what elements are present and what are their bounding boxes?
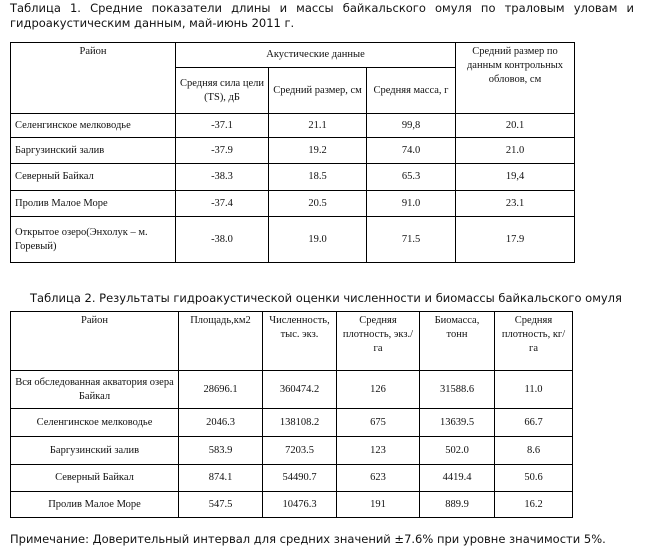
data-row: Открытое озеро(Энхолук – м. Горевый) -38.… — [10, 216, 575, 263]
cell: 7203.5 — [262, 436, 337, 465]
cell: 20.1 — [455, 113, 575, 138]
cell: 28696.1 — [178, 370, 263, 409]
cell: 502.0 — [419, 436, 495, 465]
cell: 138108.2 — [262, 408, 337, 437]
cell: 547.5 — [178, 491, 263, 518]
cell: 99,8 — [366, 113, 456, 138]
cell: -37.4 — [175, 190, 269, 217]
header-cell: Средняя плотность, кг/га — [494, 311, 573, 371]
data-row: Северный Байкал -38.3 18.5 65.3 19,4 — [10, 163, 575, 191]
cell: 16.2 — [494, 491, 573, 518]
header-cell: Биомасса, тонн — [419, 311, 495, 371]
cell: Открытое озеро(Энхолук – м. Горевый) — [10, 216, 176, 263]
cell: Баргузинский залив — [10, 436, 179, 465]
cell: 2046.3 — [178, 408, 263, 437]
cell: Баргузинский залив — [10, 137, 176, 164]
header-cell: Площадь,км2 — [178, 311, 263, 371]
cell: 123 — [336, 436, 420, 465]
cell: 19.0 — [268, 216, 367, 263]
cell: 10476.3 — [262, 491, 337, 518]
cell: Северный Байкал — [10, 464, 179, 492]
data-row: Северный Байкал 874.1 54490.7 623 4419.4 50.6 — [10, 464, 573, 492]
cell: Северный Байкал — [10, 163, 176, 191]
cell: 19,4 — [455, 163, 575, 191]
cell: 17.9 — [455, 216, 575, 263]
cell: 11.0 — [494, 370, 573, 409]
header-cell: Средняя плотность, экз./га — [336, 311, 420, 371]
data-row: Вся обследованная акватория озера Байкал… — [10, 370, 573, 409]
header-cell: Средняя масса, г — [366, 67, 456, 114]
data-row: Пролив Малое Море -37.4 20.5 91.0 23.1 — [10, 190, 575, 217]
cell: 191 — [336, 491, 420, 518]
cell: Пролив Малое Море — [10, 190, 176, 217]
table2: Район Площадь,км2 Численность, тыс. экз. Ср… — [10, 311, 573, 518]
cell: 74.0 — [366, 137, 456, 164]
cell: 889.9 — [419, 491, 495, 518]
cell: 874.1 — [178, 464, 263, 492]
cell: 13639.5 — [419, 408, 495, 437]
cell: 126 — [336, 370, 420, 409]
cell: 71.5 — [366, 216, 456, 263]
cell: 4419.4 — [419, 464, 495, 492]
cell: 18.5 — [268, 163, 367, 191]
header-cell: Средняя сила цели (TS), дБ — [175, 67, 269, 114]
header-cell: Средний размер, см — [268, 67, 367, 114]
data-row: Пролив Малое Море 547.5 10476.3 191 889.9 16.… — [10, 491, 573, 518]
header-cell: Средний размер по данным контрольных обл… — [455, 42, 575, 114]
header-cell: Район — [10, 311, 179, 371]
table2-caption: Таблица 2. Результаты гидроакустической … — [30, 291, 622, 305]
data-row: Баргузинский залив 583.9 7203.5 123 502.0 8.6 — [10, 436, 573, 465]
cell: Вся обследованная акватория озера Байкал — [10, 370, 179, 409]
cell: 21.1 — [268, 113, 367, 138]
header-row: Район Акустические данные Средний размер п… — [10, 42, 575, 114]
table1-caption: Таблица 1. Средние показатели длины и ма… — [10, 1, 634, 30]
data-row: Баргузинский залив -37.9 19.2 74.0 21.0 — [10, 137, 575, 164]
data-row: Селенгинское мелководье -37.1 21.1 99,8 20.1 — [10, 113, 575, 138]
cell: 66.7 — [494, 408, 573, 437]
cell: -38.0 — [175, 216, 269, 263]
header-row: Средняя сила цели (TS), дБ Средний размер… — [11, 67, 575, 114]
cell: 360474.2 — [262, 370, 337, 409]
header-row: Район Площадь,км2 Численность, тыс. экз. Ср… — [10, 311, 573, 371]
note: Примечание: Доверительный интервал для с… — [10, 532, 606, 546]
cell: -37.9 — [175, 137, 269, 164]
cell: 23.1 — [455, 190, 575, 217]
cell: 21.0 — [455, 137, 575, 164]
cell: 65.3 — [366, 163, 456, 191]
cell: 54490.7 — [262, 464, 337, 492]
header-cell: Район — [10, 42, 176, 114]
cell: 50.6 — [494, 464, 573, 492]
cell: Пролив Малое Море — [10, 491, 179, 518]
cell: 19.2 — [268, 137, 367, 164]
cell: -38.3 — [175, 163, 269, 191]
cell: Селенгинское мелководье — [10, 408, 179, 437]
cell: 8.6 — [494, 436, 573, 465]
cell: 583.9 — [178, 436, 263, 465]
group-header-cell: Акустические данные — [175, 42, 456, 68]
table1: Район Акустические данные Средний размер п… — [10, 42, 575, 263]
cell: 623 — [336, 464, 420, 492]
cell: -37.1 — [175, 113, 269, 138]
header-cell: Численность, тыс. экз. — [262, 311, 337, 371]
data-row: Селенгинское мелководье 2046.3 138108.2 675… — [10, 408, 573, 437]
cell: 31588.6 — [419, 370, 495, 409]
cell: 20.5 — [268, 190, 367, 217]
cell: Селенгинское мелководье — [10, 113, 176, 138]
cell: 91.0 — [366, 190, 456, 217]
cell: 675 — [336, 408, 420, 437]
